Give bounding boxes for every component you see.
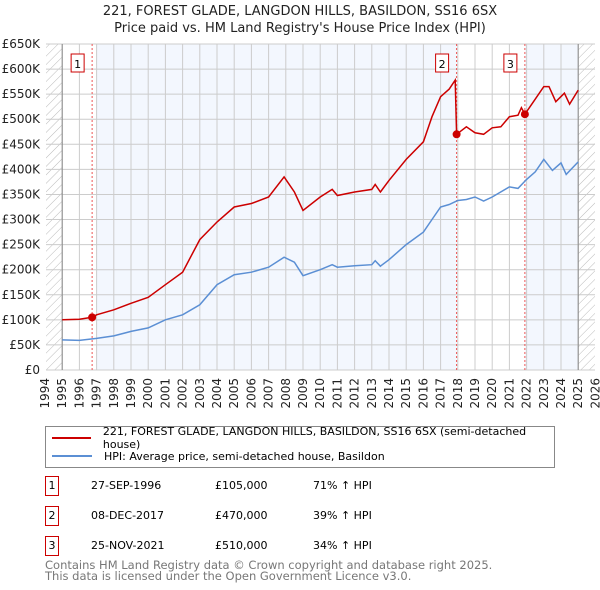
shade-period-3 <box>524 44 579 370</box>
x-tick-label: 2017 <box>434 378 448 409</box>
chart-subtitle: Price paid vs. HM Land Registry's House … <box>114 21 486 36</box>
sale-label-number: 3 <box>507 58 514 71</box>
y-tick-label: £350K <box>2 187 42 201</box>
legend-label-hpi: HPI: Average price, semi-detached house,… <box>104 449 385 463</box>
sale-label-number: 1 <box>74 58 81 71</box>
x-tick-label: 2001 <box>158 378 172 409</box>
x-tick-label: 2005 <box>227 378 241 409</box>
x-tick-label: 2000 <box>141 378 155 409</box>
sale-point <box>88 313 97 322</box>
y-tick-label: £500K <box>2 112 42 126</box>
x-tick-label: 2013 <box>365 378 379 409</box>
y-tick-label: £600K <box>2 62 42 76</box>
x-tick-label: 2021 <box>502 378 516 409</box>
x-tick-label: 2016 <box>416 378 430 409</box>
hpi-line <box>62 158 579 342</box>
sales-row: 1 27-SEP-1996 £105,000 71% ↑ HPI <box>45 476 545 496</box>
hatch-right <box>578 44 595 370</box>
sale-number: 1 <box>45 476 59 496</box>
shade-period-1 <box>96 44 457 370</box>
plot-area: 1994 1995 1996 1997 1998 1999 2000 2001 2002 2003… <box>2 37 600 409</box>
y-tick-label: £550K <box>2 87 42 101</box>
sales-row: 2 08-DEC-2017 £470,000 39% ↑ HPI <box>45 506 545 526</box>
y-tick-label: £300K <box>2 213 42 227</box>
footer: Contains HM Land Registry data © Crown c… <box>45 558 493 583</box>
footer-line2: This data is licensed under the Open Gov… <box>45 569 412 583</box>
x-tick-label: 2014 <box>382 378 396 409</box>
sale-price: £470,000 <box>215 509 268 522</box>
x-tick-label: 2003 <box>193 378 207 409</box>
property-price-line <box>62 77 579 321</box>
sale-number: 3 <box>45 536 59 556</box>
chart-title: 221, FOREST GLADE, LANGDON HILLS, BASILD… <box>102 4 498 19</box>
y-tick-label: £100K <box>2 313 42 327</box>
legend-label-property: 221, FOREST GLADE, LANGDON HILLS, BASILD… <box>102 425 527 451</box>
sales-row: 3 25-NOV-2021 £510,000 34% ↑ HPI <box>45 536 545 556</box>
x-tick-label: 2025 <box>571 378 585 409</box>
sale-label-number: 2 <box>439 58 446 71</box>
x-tick-label: 2004 <box>210 378 224 409</box>
legend: 221, FOREST GLADE, LANGDON HILLS, BASILD… <box>45 425 555 468</box>
x-tick-label: 1997 <box>90 378 104 409</box>
y-tick-label: £50K <box>9 338 41 352</box>
sale-label-box <box>435 53 450 73</box>
sale-hpi: 34% ↑ HPI <box>313 539 372 552</box>
x-tick-label: 2023 <box>537 378 551 409</box>
legend-blue-line <box>52 455 92 457</box>
x-tick-label: 2007 <box>262 378 276 409</box>
sale-hpi: 39% ↑ HPI <box>313 509 372 522</box>
x-tick-label: 1996 <box>72 378 86 409</box>
legend-red-line <box>52 437 91 439</box>
sale-point <box>520 110 529 119</box>
y-tick-label: £250K <box>2 238 42 252</box>
sale-number: 2 <box>45 506 59 526</box>
x-tick-label: 2006 <box>244 378 258 409</box>
y-tick-label: £450K <box>2 137 42 151</box>
sale-hpi: 71% ↑ HPI <box>313 479 372 492</box>
x-tick-label: 2010 <box>313 378 327 409</box>
x-tick-label: 2026 <box>588 378 600 409</box>
x-tick-label: 2019 <box>468 378 482 409</box>
y-tick-label: £400K <box>2 162 42 176</box>
x-tick-label: 2020 <box>485 378 499 409</box>
y-tick-label: £650K <box>2 37 42 51</box>
sale-date: 08-DEC-2017 <box>91 509 165 522</box>
x-tick-label: 2009 <box>296 378 310 409</box>
x-tick-label: 2008 <box>279 378 293 409</box>
sale-point <box>452 130 461 139</box>
x-tick-label: 2018 <box>451 378 465 409</box>
sale-label-box <box>503 53 518 73</box>
x-tick-label: 1995 <box>55 378 69 409</box>
x-tick-label: 2012 <box>348 378 362 409</box>
x-tick-label: 2022 <box>520 378 534 409</box>
y-tick-label: £0 <box>25 363 40 377</box>
footer-line1: Contains HM Land Registry data © Crown c… <box>45 558 493 572</box>
hatch-left <box>46 44 63 370</box>
x-tick-label: 2024 <box>554 378 568 409</box>
sale-date: 25-NOV-2021 <box>91 539 165 552</box>
x-tick-label: 1999 <box>124 378 138 409</box>
sale-date: 27-SEP-1996 <box>91 479 162 492</box>
y-tick-label: £150K <box>2 288 42 302</box>
sale-price: £105,000 <box>215 479 268 492</box>
sale-price: £510,000 <box>215 539 268 552</box>
x-tick-label: 2011 <box>330 378 344 409</box>
y-tick-label: £200K <box>2 263 42 277</box>
x-tick-label: 2002 <box>176 378 190 409</box>
x-tick-label: 1998 <box>107 378 121 409</box>
x-tick-label: 1994 <box>38 378 52 409</box>
x-tick-label: 2015 <box>399 378 413 409</box>
sale-label-box <box>70 53 85 73</box>
